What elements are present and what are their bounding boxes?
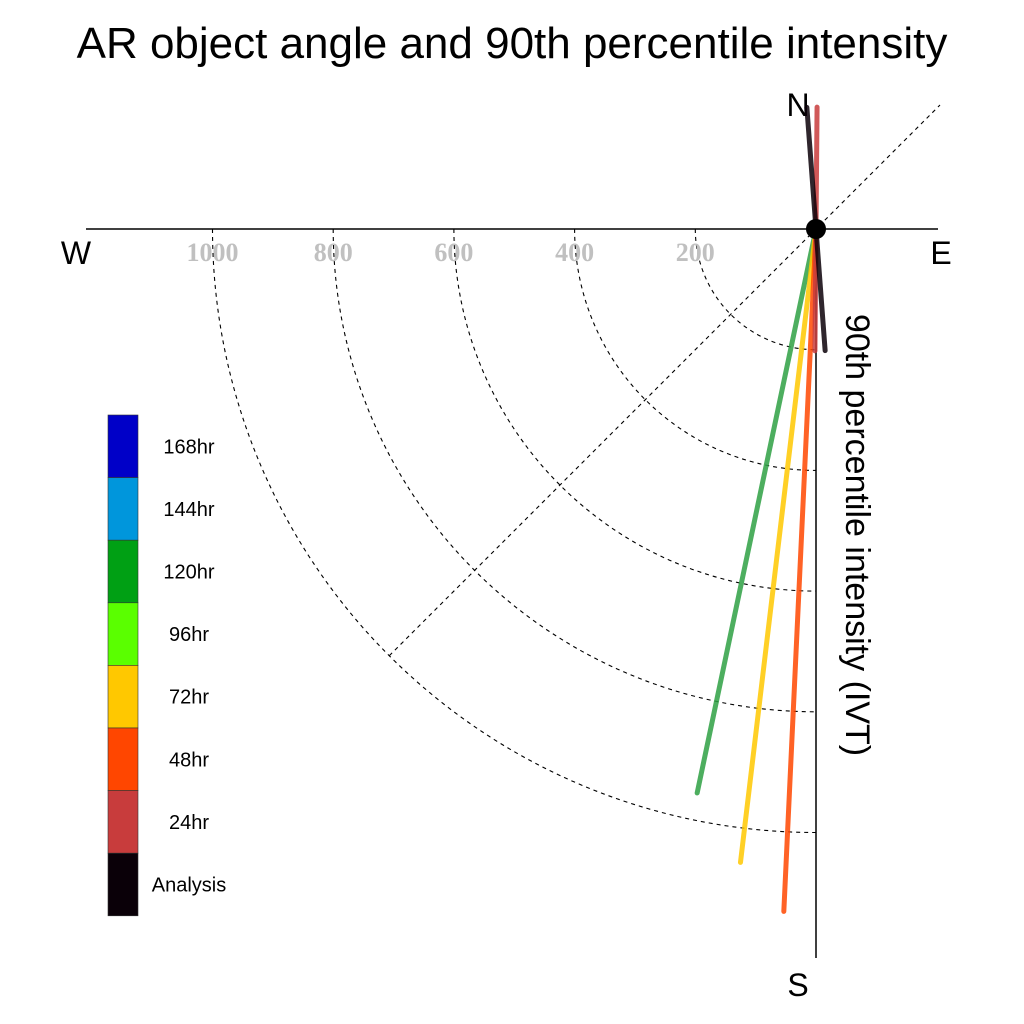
tick-label-600: 600 <box>434 238 473 267</box>
origin-marker <box>806 219 826 239</box>
chart-title: AR object angle and 90th percentile inte… <box>77 19 948 68</box>
range-ring-800 <box>332 228 817 713</box>
polar-grid <box>211 104 941 834</box>
compass-north-label: N <box>786 87 809 123</box>
legend-label-72hr: 72hr <box>169 687 209 709</box>
compass-west-label: W <box>61 235 92 271</box>
tick-label-800: 800 <box>314 238 353 267</box>
compass-south-label: S <box>787 967 808 1003</box>
legend-label-120hr: 120hr <box>163 562 214 584</box>
legend-label-96hr: 96hr <box>169 624 209 646</box>
legend-swatch-24hr <box>107 790 139 854</box>
legend-label-168hr: 168hr <box>163 436 214 458</box>
legend-label-24hr: 24hr <box>169 812 209 834</box>
legend-swatch-168hr <box>107 414 139 478</box>
tick-label-400: 400 <box>555 238 594 267</box>
compass-east-label: E <box>930 235 951 271</box>
legend-label-analysis: Analysis <box>152 875 226 897</box>
legend-swatch-144hr <box>107 477 139 541</box>
diagonal-guide <box>388 104 941 657</box>
legend: 168hr 144hr 120hr 96hr 72hr 48hr 24hr Analysis <box>107 414 226 917</box>
legend-label-48hr: 48hr <box>169 749 209 771</box>
legend-label-144hr: 144hr <box>163 499 214 521</box>
vector-48hr <box>781 226 819 914</box>
legend-swatch-72hr <box>107 665 139 729</box>
y-axis-label: 90th percentile intensity (IVT) <box>838 314 876 756</box>
tick-label-1000: 1000 <box>187 238 239 267</box>
legend-swatch-48hr <box>107 727 139 791</box>
intensity-vectors <box>694 104 828 914</box>
legend-swatch-120hr <box>107 539 139 604</box>
legend-swatch-96hr <box>107 602 139 666</box>
legend-swatch-analysis <box>107 852 139 917</box>
tick-label-200: 200 <box>676 238 715 267</box>
radial-tick-labels: 1000 800 600 400 200 <box>187 238 715 267</box>
vector-72hr <box>737 226 819 865</box>
vector-120hr <box>694 226 819 796</box>
